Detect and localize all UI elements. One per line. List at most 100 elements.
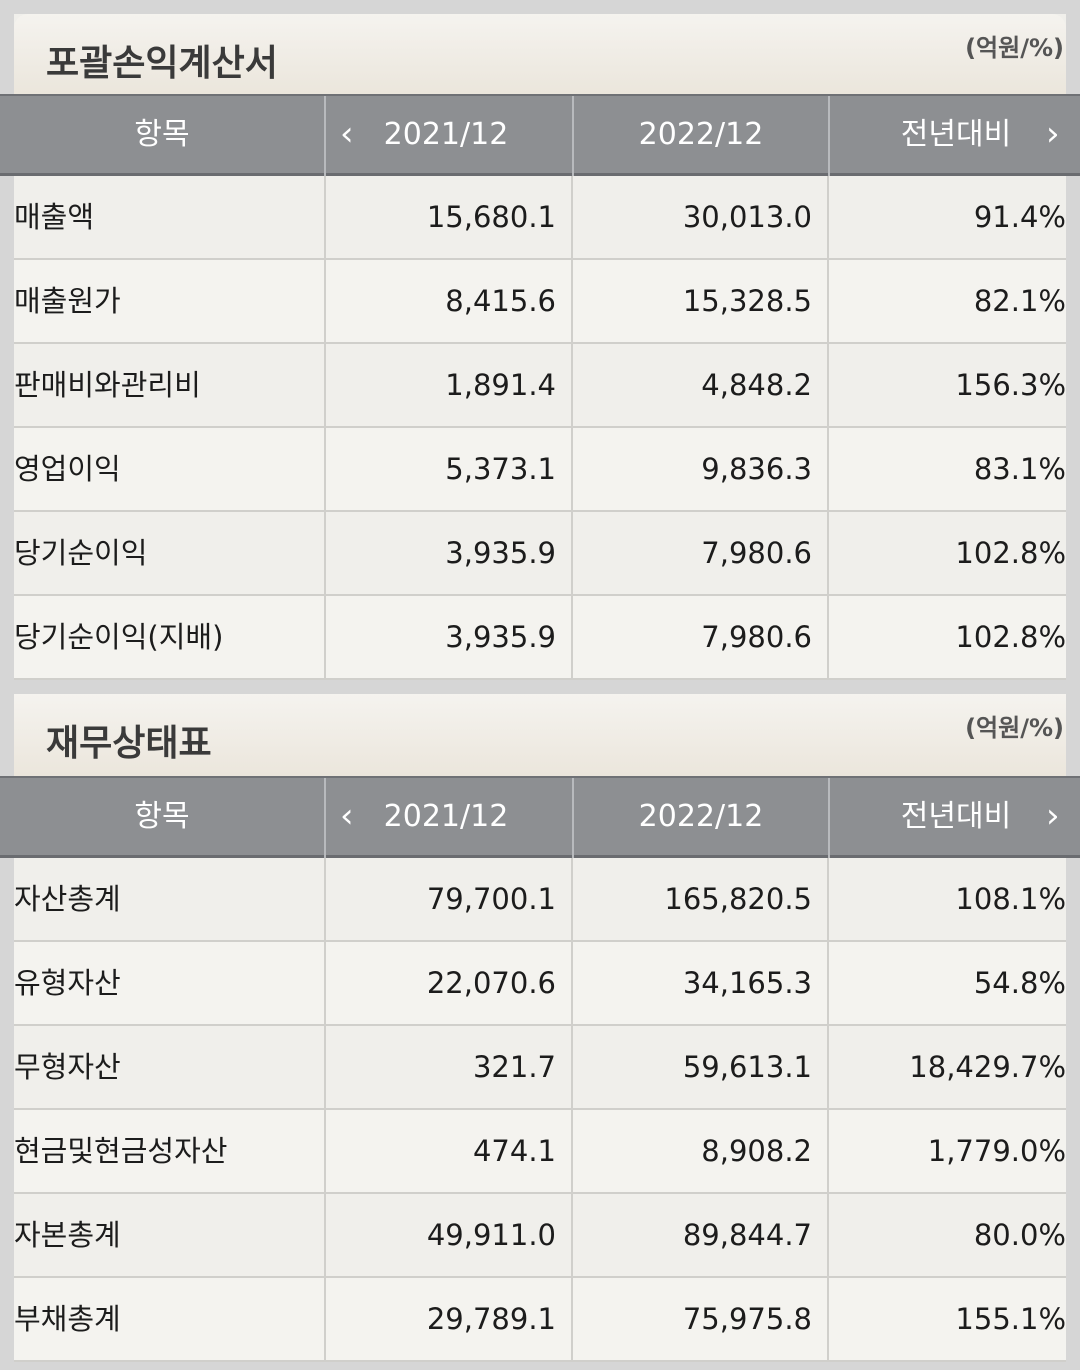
row-value-2021: 3,935.9 [445, 620, 556, 654]
row-label: 매출액 [14, 200, 95, 234]
table-row: 당기순이익(지배) 3,935.9 7,980.6 102.8% [14, 596, 1066, 680]
cell-separator [571, 1194, 573, 1278]
row-value-yoy: 1,779.0% [927, 1134, 1066, 1168]
cell-separator [324, 1026, 326, 1110]
row-value-2022: 15,328.5 [682, 284, 812, 318]
row-value-yoy: 54.8% [973, 966, 1066, 1000]
header-item: 항목 [134, 117, 190, 152]
table-row: 무형자산 321.7 59,613.1 18,429.7% [14, 1026, 1066, 1110]
cell-separator [324, 176, 326, 260]
chevron-right-icon[interactable]: › [1046, 114, 1060, 154]
cell-separator [324, 858, 326, 942]
row-value-2021: 1,891.4 [445, 368, 556, 402]
income-statement-title: 포괄손익계산서 [46, 43, 278, 84]
row-value-2022: 59,613.1 [682, 1050, 812, 1084]
cell-separator [571, 260, 573, 344]
cell-separator [827, 1110, 829, 1194]
row-label: 현금및현금성자산 [14, 1134, 228, 1168]
cell-separator [827, 344, 829, 428]
cell-separator [571, 1110, 573, 1194]
header-separator [572, 778, 574, 858]
header-separator [572, 96, 574, 176]
table-row: 자산총계 79,700.1 165,820.5 108.1% [14, 858, 1066, 942]
header-col-2021: 2021/12 [383, 799, 509, 834]
row-value-2021: 5,373.1 [445, 452, 556, 486]
header-col-yoy: 전년대비 [900, 117, 1012, 152]
income-statement-header: 항목 ‹ 2021/12 2022/12 전년대비 › [0, 94, 1080, 176]
cell-separator [827, 176, 829, 260]
row-label: 자산총계 [14, 882, 121, 916]
row-value-yoy: 108.1% [955, 882, 1066, 916]
cell-separator [571, 1026, 573, 1110]
income-statement-panel: 포괄손익계산서 (억원/%) [14, 14, 1066, 94]
row-value-2021: 79,700.1 [426, 882, 556, 916]
cell-separator [324, 512, 326, 596]
cell-separator [324, 1110, 326, 1194]
row-value-2021: 15,680.1 [426, 200, 556, 234]
cell-separator [571, 858, 573, 942]
table-row: 판매비와관리비 1,891.4 4,848.2 156.3% [14, 344, 1066, 428]
row-label: 유형자산 [14, 966, 121, 1000]
cell-separator [571, 1278, 573, 1362]
table-row: 당기순이익 3,935.9 7,980.6 102.8% [14, 512, 1066, 596]
cell-separator [827, 1026, 829, 1110]
chevron-left-icon[interactable]: ‹ [340, 114, 354, 154]
row-value-2021: 29,789.1 [426, 1302, 556, 1336]
cell-separator [324, 596, 326, 680]
table-row: 매출원가 8,415.6 15,328.5 82.1% [14, 260, 1066, 344]
row-value-yoy: 155.1% [955, 1302, 1066, 1336]
table-row: 부채총계 29,789.1 75,975.8 155.1% [14, 1278, 1066, 1362]
row-label: 판매비와관리비 [14, 368, 201, 402]
income-statement-title-bar: 포괄손익계산서 (억원/%) [14, 14, 1066, 94]
row-value-yoy: 91.4% [973, 200, 1066, 234]
row-label: 매출원가 [14, 284, 121, 318]
row-value-2021: 3,935.9 [445, 536, 556, 570]
row-value-yoy: 102.8% [955, 620, 1066, 654]
row-label: 당기순이익 [14, 536, 148, 570]
header-separator [324, 96, 326, 176]
cell-separator [827, 942, 829, 1026]
row-label: 영업이익 [14, 452, 121, 486]
header-item: 항목 [134, 799, 190, 834]
row-value-2022: 7,980.6 [701, 536, 812, 570]
row-value-2021: 49,911.0 [426, 1218, 556, 1252]
row-label: 무형자산 [14, 1050, 121, 1084]
row-value-yoy: 83.1% [973, 452, 1066, 486]
table-row: 매출액 15,680.1 30,013.0 91.4% [14, 176, 1066, 260]
balance-sheet-title: 재무상태표 [46, 723, 212, 764]
table-row: 유형자산 22,070.6 34,165.3 54.8% [14, 942, 1066, 1026]
row-value-2021: 474.1 [472, 1134, 556, 1168]
cell-separator [827, 1194, 829, 1278]
table-row: 영업이익 5,373.1 9,836.3 83.1% [14, 428, 1066, 512]
chevron-left-icon[interactable]: ‹ [340, 796, 354, 836]
row-value-yoy: 102.8% [955, 536, 1066, 570]
cell-separator [324, 1194, 326, 1278]
cell-separator [571, 942, 573, 1026]
header-separator [324, 778, 326, 858]
row-value-2022: 75,975.8 [682, 1302, 812, 1336]
row-label: 자본총계 [14, 1218, 121, 1252]
cell-separator [571, 596, 573, 680]
row-value-yoy: 80.0% [973, 1218, 1066, 1252]
cell-separator [324, 942, 326, 1026]
cell-separator [571, 512, 573, 596]
header-col-yoy: 전년대비 [900, 799, 1012, 834]
cell-separator [324, 428, 326, 512]
row-value-2021: 22,070.6 [426, 966, 556, 1000]
balance-sheet-unit: (억원/%) [965, 714, 1064, 742]
row-value-2022: 8,908.2 [701, 1134, 812, 1168]
cell-separator [827, 596, 829, 680]
table-row: 자본총계 49,911.0 89,844.7 80.0% [14, 1194, 1066, 1278]
cell-separator [324, 1278, 326, 1362]
header-col-2022: 2022/12 [638, 799, 764, 834]
balance-sheet-header: 항목 ‹ 2021/12 2022/12 전년대비 › [0, 776, 1080, 858]
row-value-2022: 7,980.6 [701, 620, 812, 654]
table-row: 현금및현금성자산 474.1 8,908.2 1,779.0% [14, 1110, 1066, 1194]
row-value-2022: 34,165.3 [682, 966, 812, 1000]
header-col-2021: 2021/12 [383, 117, 509, 152]
cell-separator [827, 428, 829, 512]
row-value-2022: 4,848.2 [701, 368, 812, 402]
chevron-right-icon[interactable]: › [1046, 796, 1060, 836]
row-value-2021: 321.7 [472, 1050, 556, 1084]
